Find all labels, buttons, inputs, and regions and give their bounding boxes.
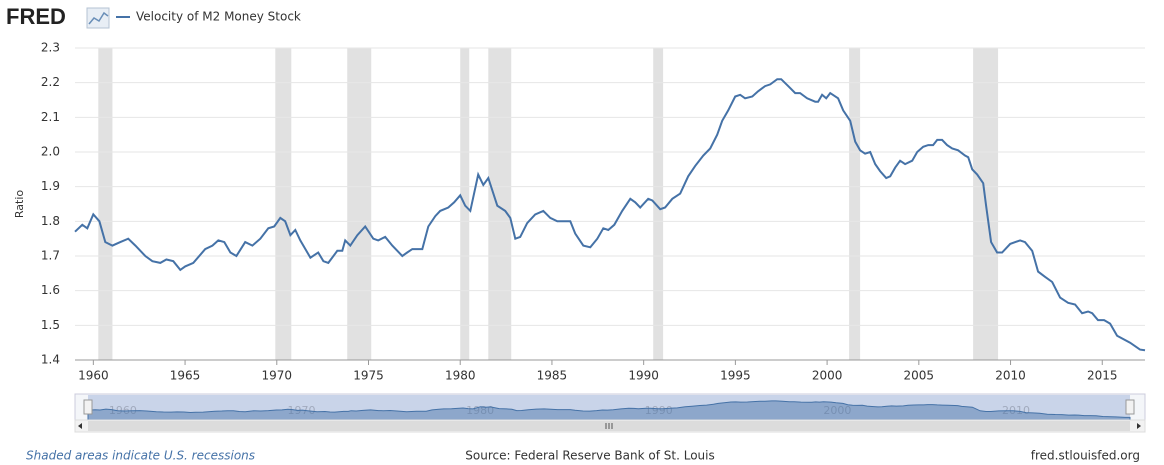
navigator-tick-label: 1990 xyxy=(645,404,673,417)
scroll-right[interactable] xyxy=(1137,423,1141,429)
recession-band xyxy=(488,48,512,360)
source: Source: Federal Reserve Bank of St. Loui… xyxy=(465,449,714,463)
recession-band xyxy=(347,48,372,360)
y-axis-label: Ratio xyxy=(13,190,26,219)
x-tick-label: 1995 xyxy=(720,369,751,383)
navigator-handle[interactable] xyxy=(83,399,93,415)
navigator-tick-label: 2010 xyxy=(1002,404,1030,417)
y-tick-label: 1.6 xyxy=(41,283,60,297)
site: fred.stlouisfed.org xyxy=(1031,449,1140,463)
navigator-area xyxy=(87,400,1131,421)
navigator-window xyxy=(88,395,1130,420)
x-tick-label: 2010 xyxy=(995,369,1026,383)
logo-icon xyxy=(86,7,110,29)
navigator-handle[interactable] xyxy=(1125,399,1135,415)
recession-band xyxy=(653,48,664,360)
series-line xyxy=(74,78,1146,352)
x-tick-label: 1975 xyxy=(353,369,384,383)
recession-band xyxy=(275,48,292,360)
x-tick-label: 2015 xyxy=(1087,369,1118,383)
scrollbar-grip xyxy=(605,423,613,429)
y-tick-label: 2.3 xyxy=(41,41,60,55)
y-tick-label: 2.1 xyxy=(41,110,60,124)
navigator-tick-label: 2000 xyxy=(823,404,851,417)
x-tick-label: 1985 xyxy=(537,369,568,383)
scrollbar[interactable] xyxy=(74,419,1146,433)
recession-band xyxy=(849,48,861,360)
x-tick-label: 1990 xyxy=(628,369,659,383)
y-tick-label: 1.9 xyxy=(41,179,60,193)
x-tick-label: 1980 xyxy=(445,369,476,383)
recession-note: Shaded areas indicate U.S. recessions xyxy=(26,449,255,463)
x-tick-label: 1970 xyxy=(262,369,293,383)
recession-band xyxy=(98,48,113,360)
logo: FRED xyxy=(6,4,66,29)
x-tick-label: 2000 xyxy=(812,369,843,383)
y-tick-label: 1.4 xyxy=(41,353,60,367)
legend-label: Velocity of M2 Money Stock xyxy=(136,10,301,24)
x-tick-label: 1965 xyxy=(170,369,201,383)
y-tick-label: 1.5 xyxy=(41,318,60,332)
x-tick-label: 2005 xyxy=(904,369,935,383)
scroll-left[interactable] xyxy=(78,423,82,429)
y-tick-label: 2.0 xyxy=(41,145,60,159)
y-tick-label: 1.7 xyxy=(41,249,60,263)
x-tick-label: 1960 xyxy=(78,369,109,383)
y-tick-label: 1.8 xyxy=(41,214,60,228)
y-tick-label: 2.2 xyxy=(41,75,60,89)
